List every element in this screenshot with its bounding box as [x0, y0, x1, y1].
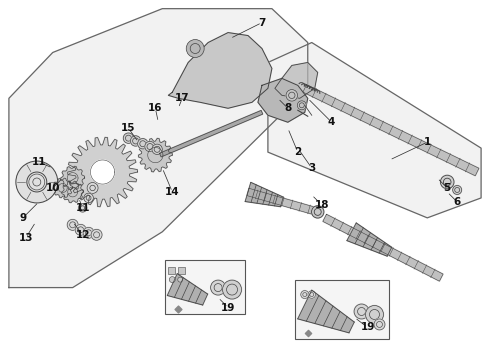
Polygon shape	[138, 139, 148, 149]
Polygon shape	[308, 291, 316, 298]
Polygon shape	[268, 42, 481, 218]
Text: 6: 6	[454, 197, 461, 207]
Polygon shape	[168, 32, 272, 108]
Text: 1: 1	[424, 137, 431, 147]
Polygon shape	[323, 214, 443, 281]
Text: 5: 5	[443, 183, 451, 193]
Text: 13: 13	[19, 233, 33, 243]
Polygon shape	[78, 204, 87, 212]
Bar	[178, 267, 185, 274]
Bar	[295, 280, 390, 339]
Polygon shape	[275, 62, 318, 98]
Polygon shape	[91, 160, 115, 184]
Polygon shape	[258, 78, 308, 122]
Text: 4: 4	[328, 117, 335, 127]
Polygon shape	[441, 175, 454, 189]
Polygon shape	[245, 183, 283, 207]
Polygon shape	[83, 227, 94, 238]
Text: 11: 11	[75, 203, 90, 213]
Circle shape	[169, 276, 175, 283]
Text: 19: 19	[221, 302, 235, 312]
Text: 16: 16	[148, 103, 163, 113]
Polygon shape	[9, 9, 308, 288]
Polygon shape	[61, 166, 85, 190]
Polygon shape	[286, 90, 297, 101]
Polygon shape	[298, 290, 354, 333]
Polygon shape	[301, 291, 309, 298]
Polygon shape	[222, 280, 242, 299]
Text: 7: 7	[258, 18, 266, 28]
Polygon shape	[297, 101, 306, 110]
Point	[174, 307, 182, 312]
Text: 3: 3	[308, 163, 316, 173]
Text: 19: 19	[360, 323, 375, 332]
Polygon shape	[84, 193, 94, 203]
Polygon shape	[62, 181, 84, 203]
Polygon shape	[354, 304, 369, 319]
Text: 12: 12	[75, 230, 90, 240]
Text: 9: 9	[19, 213, 26, 223]
Circle shape	[178, 277, 183, 282]
Point	[304, 330, 312, 336]
Polygon shape	[16, 161, 58, 203]
Polygon shape	[303, 85, 479, 176]
Polygon shape	[75, 224, 86, 235]
Polygon shape	[366, 306, 384, 323]
Polygon shape	[247, 188, 319, 216]
Circle shape	[186, 40, 204, 58]
Polygon shape	[68, 137, 137, 207]
Polygon shape	[67, 219, 78, 230]
Polygon shape	[374, 319, 385, 330]
Text: 18: 18	[315, 200, 329, 210]
Polygon shape	[130, 136, 141, 146]
Text: 11: 11	[31, 157, 46, 167]
Bar	[165, 260, 245, 315]
Polygon shape	[53, 178, 73, 198]
Polygon shape	[453, 185, 462, 194]
Polygon shape	[312, 206, 324, 218]
Text: 10: 10	[46, 183, 60, 193]
Polygon shape	[347, 223, 392, 256]
Polygon shape	[145, 141, 155, 152]
Text: 14: 14	[165, 187, 180, 197]
Polygon shape	[87, 183, 98, 193]
Polygon shape	[168, 274, 208, 305]
Polygon shape	[211, 280, 225, 295]
Text: 17: 17	[175, 93, 190, 103]
Polygon shape	[123, 133, 134, 143]
Polygon shape	[160, 111, 263, 157]
Text: 2: 2	[294, 147, 301, 157]
Text: 15: 15	[121, 123, 136, 133]
Polygon shape	[152, 144, 162, 154]
Polygon shape	[91, 229, 102, 240]
Bar	[168, 267, 175, 274]
Text: 8: 8	[284, 103, 292, 113]
Polygon shape	[138, 138, 172, 172]
